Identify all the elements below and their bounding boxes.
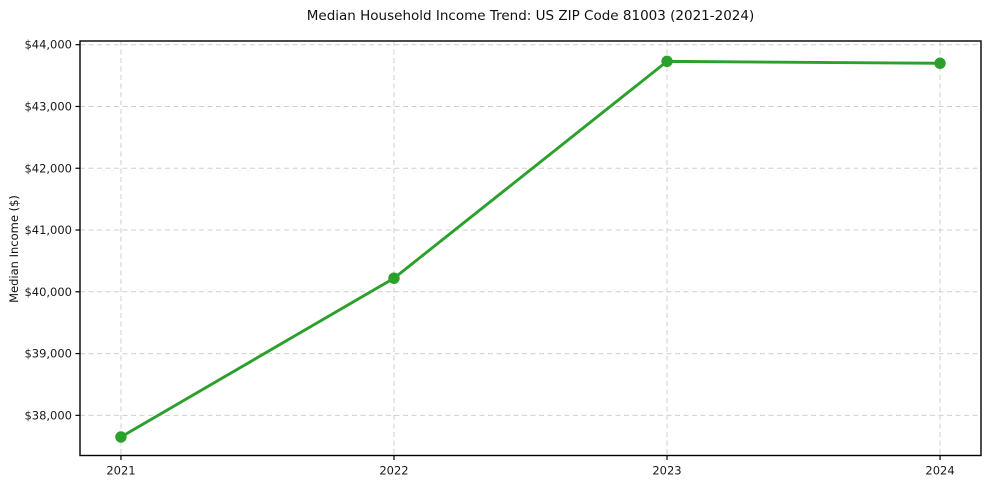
x-tick-label: 2023 bbox=[652, 464, 681, 478]
x-tick-label: 2022 bbox=[379, 464, 408, 478]
y-tick-label: $38,000 bbox=[24, 408, 72, 422]
y-tick-label: $42,000 bbox=[24, 161, 72, 175]
y-tick-label: $44,000 bbox=[24, 38, 72, 52]
x-tick-label: 2024 bbox=[925, 464, 954, 478]
axis-spines bbox=[79, 40, 982, 457]
y-tick-label: $39,000 bbox=[24, 347, 72, 361]
data-point-2022 bbox=[388, 272, 400, 284]
data-point-2023 bbox=[661, 55, 673, 68]
y-tick-label: $40,000 bbox=[24, 285, 72, 299]
trend-line bbox=[119, 59, 942, 439]
data-point-2021 bbox=[115, 431, 127, 443]
y-tick-label: $43,000 bbox=[24, 99, 72, 113]
y-tick-label: $41,000 bbox=[24, 223, 72, 237]
x-tick-label: 2021 bbox=[106, 464, 135, 478]
data-point-2024 bbox=[934, 57, 946, 69]
chart-title: Median Household Income Trend: US ZIP Co… bbox=[306, 8, 755, 24]
